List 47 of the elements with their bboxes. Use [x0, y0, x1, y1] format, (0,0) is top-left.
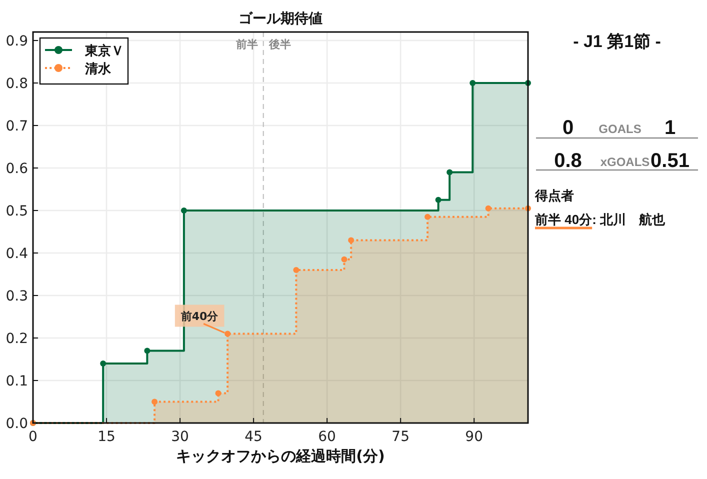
- point: [144, 348, 150, 354]
- legend-label: 清水: [84, 62, 112, 77]
- point: [348, 237, 354, 244]
- y-tick-label: 0.9: [6, 34, 28, 50]
- point: [180, 208, 187, 214]
- x-tick-label: 75: [392, 429, 410, 445]
- text: 前半 40分: 北川 航也: [534, 212, 666, 227]
- y-tick-label: 0.4: [6, 246, 28, 262]
- text: 0: [562, 117, 574, 139]
- text: 0.8: [554, 150, 582, 172]
- y-tick-label: 0.7: [6, 118, 28, 134]
- y-tick-label: 0.0: [6, 416, 28, 432]
- x-tick-label: 45: [244, 429, 262, 445]
- point: [215, 390, 222, 396]
- x-tick-label: 60: [318, 429, 336, 445]
- x-tick-label: 90: [465, 429, 484, 445]
- text: 得点者: [534, 188, 574, 203]
- legend-label: 東京Ｖ: [84, 43, 124, 59]
- point: [293, 267, 300, 273]
- text: 1: [664, 117, 676, 139]
- ref-line-label: 前半 後半: [234, 38, 291, 51]
- y-tick-label: 0.6: [6, 161, 28, 177]
- point: [435, 196, 442, 203]
- annotation: 前40分: [180, 310, 220, 323]
- point: [424, 214, 431, 220]
- point: [485, 205, 492, 212]
- text: GOALS: [598, 122, 642, 136]
- y-tick-label: 0.5: [6, 204, 28, 220]
- point: [224, 330, 231, 337]
- y-tick-label: 0.2: [6, 331, 28, 347]
- point: [446, 169, 453, 176]
- y-tick-label: 0.1: [6, 374, 28, 390]
- x-tick-label: 15: [98, 429, 116, 445]
- point: [470, 80, 476, 86]
- text: - J1 第1節 -: [573, 32, 661, 51]
- annotation: 前40分: [174, 304, 225, 334]
- text: 0.51: [650, 150, 690, 172]
- y-tick-label: 0.8: [6, 76, 28, 92]
- x-axis-title: キックオフからの経過時間(分): [176, 447, 385, 465]
- text: xGOALS: [600, 155, 650, 169]
- x-tick-label: 30: [171, 429, 189, 445]
- x-tick-label: 0: [28, 429, 38, 445]
- point: [152, 398, 158, 405]
- point: [100, 360, 106, 366]
- point: [341, 256, 348, 262]
- chart-title: ゴール期待値: [238, 11, 322, 27]
- y-tick-label: 0.3: [6, 288, 28, 304]
